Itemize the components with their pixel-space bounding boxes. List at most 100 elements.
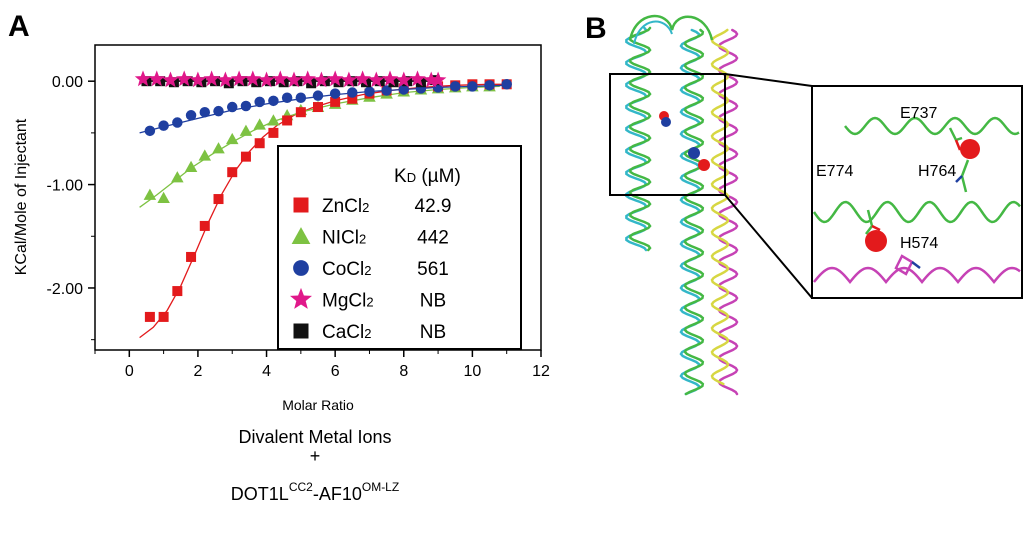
metal-ion: [865, 230, 887, 252]
legend-marker: [290, 287, 312, 309]
loop-ribbon: [633, 20, 673, 45]
y-tick-label: -2.00: [47, 281, 84, 298]
data-point-zncl2: [227, 167, 238, 178]
zoom-selection-box: [609, 73, 726, 196]
inset-helix: [812, 200, 1021, 224]
data-point-cocl2: [347, 87, 358, 98]
data-point-cocl2: [398, 84, 410, 95]
data-point-mgcl2: [429, 71, 447, 88]
helix-ribbon: [683, 28, 705, 396]
data-point-nicl2: [239, 124, 253, 136]
legend-label: MgCl2: [322, 291, 374, 312]
data-point-cocl2: [213, 105, 224, 117]
y-axis: 0.00 -1.00 -2.00: [47, 74, 95, 341]
data-point-mgcl2: [409, 70, 426, 87]
data-point-mgcl2: [395, 71, 412, 88]
x-tick-label: 4: [262, 363, 271, 380]
data-point-nicl2: [267, 114, 280, 126]
data-point-mgcl2: [217, 71, 234, 88]
y-axis-label: KCal/Mole of Injectant: [13, 118, 30, 275]
data-point-zncl2: [313, 102, 323, 113]
data-point-cocl2: [172, 117, 183, 128]
metal-ion: [698, 159, 710, 171]
protein-ribbons: [625, 14, 739, 396]
side-chain: [954, 139, 962, 151]
data-point-cocl2: [295, 92, 307, 103]
data-point-cocl2: [449, 81, 461, 92]
data-point-nicl2: [253, 118, 266, 130]
x-tick-label: 10: [463, 363, 481, 380]
metal-ion: [661, 117, 671, 127]
itc-chart: 0 2 4 6 8 10 12 0.00 -1.00 -2.00 Molar Ratio KCa…: [13, 44, 550, 413]
zoom-line-bottom: [724, 194, 813, 299]
data-point-cocl2: [185, 110, 197, 121]
x-axis: 0 2 4 6 8 10 12: [94, 350, 550, 380]
x-tick-label: 8: [399, 363, 408, 380]
caption-line-2: +: [310, 446, 321, 466]
data-point-nicl2: [157, 191, 170, 204]
data-point-mgcl2: [203, 70, 220, 87]
data-point-zncl2: [268, 127, 279, 138]
data-point-cocl2: [240, 100, 252, 112]
helix-ribbon: [710, 28, 730, 386]
helix-ribbon: [628, 26, 652, 252]
data-point-cocl2: [199, 106, 211, 118]
data-point-zncl2: [213, 194, 224, 205]
data-point-cocl2: [312, 90, 324, 101]
caption: Divalent Metal Ions + DOT1LCC2-AF10OM-LZ: [231, 427, 399, 504]
caption-line-1: Divalent Metal Ions: [238, 427, 391, 447]
data-point-zncl2: [158, 311, 169, 322]
data-point-mgcl2: [162, 71, 179, 88]
data-markers: [134, 70, 512, 322]
y-tick-label: -1.00: [47, 178, 84, 195]
legend-kd-value: NB: [420, 322, 446, 343]
data-point-cocl2: [254, 96, 265, 108]
data-point-mgcl2: [422, 71, 440, 88]
caption-line-3: DOT1LCC2-AF10OM-LZ: [231, 480, 399, 504]
data-point-mgcl2: [381, 70, 399, 87]
data-point-nicl2: [212, 142, 225, 154]
data-point-zncl2: [186, 251, 197, 262]
data-point-zncl2: [240, 151, 251, 162]
data-point-cocl2: [268, 95, 279, 107]
data-point-cocl2: [329, 88, 341, 99]
residue-label: H574: [900, 235, 938, 252]
metal-ion: [688, 147, 700, 159]
side-chain: [871, 224, 881, 232]
data-point-cocl2: [144, 125, 156, 137]
fit-line-cocl2: [139, 84, 507, 134]
data-point-cocl2: [364, 86, 375, 97]
metal-ion: [960, 139, 980, 159]
data-point-mgcl2: [244, 70, 262, 87]
data-point-nicl2: [171, 171, 184, 183]
legend-box: [277, 145, 522, 350]
legend-label: NICl2: [322, 228, 366, 249]
data-point-mgcl2: [258, 71, 275, 88]
side-chain: [955, 175, 963, 183]
data-point-cocl2: [467, 81, 478, 92]
data-point-zncl2: [144, 311, 155, 322]
data-point-cocl2: [158, 120, 169, 131]
data-point-mgcl2: [272, 70, 289, 87]
side-chain: [911, 261, 921, 269]
legend-marker: [293, 323, 309, 339]
data-point-mgcl2: [148, 70, 165, 87]
data-point-mgcl2: [354, 70, 371, 87]
data-point-zncl2: [295, 107, 306, 118]
zoom-line-top: [724, 73, 813, 87]
legend: KD (µM) ZnCl2 42.9 NICl2 442 CoCl2 561 MgCl2 NB…: [277, 145, 522, 350]
legend-marker: [293, 197, 309, 213]
legend-label: CoCl2: [322, 259, 371, 280]
data-point-nicl2: [184, 160, 198, 172]
data-point-mgcl2: [340, 71, 358, 88]
data-point-zncl2: [254, 138, 265, 149]
x-tick-label: 6: [331, 363, 340, 380]
legend-marker: [291, 227, 311, 244]
data-point-mgcl2: [285, 71, 303, 88]
data-point-mgcl2: [313, 71, 330, 88]
data-point-cocl2: [501, 79, 512, 90]
legend-kd-value: 442: [417, 228, 449, 249]
legend-label: ZnCl2: [322, 196, 369, 217]
legend-marker: [293, 260, 309, 276]
